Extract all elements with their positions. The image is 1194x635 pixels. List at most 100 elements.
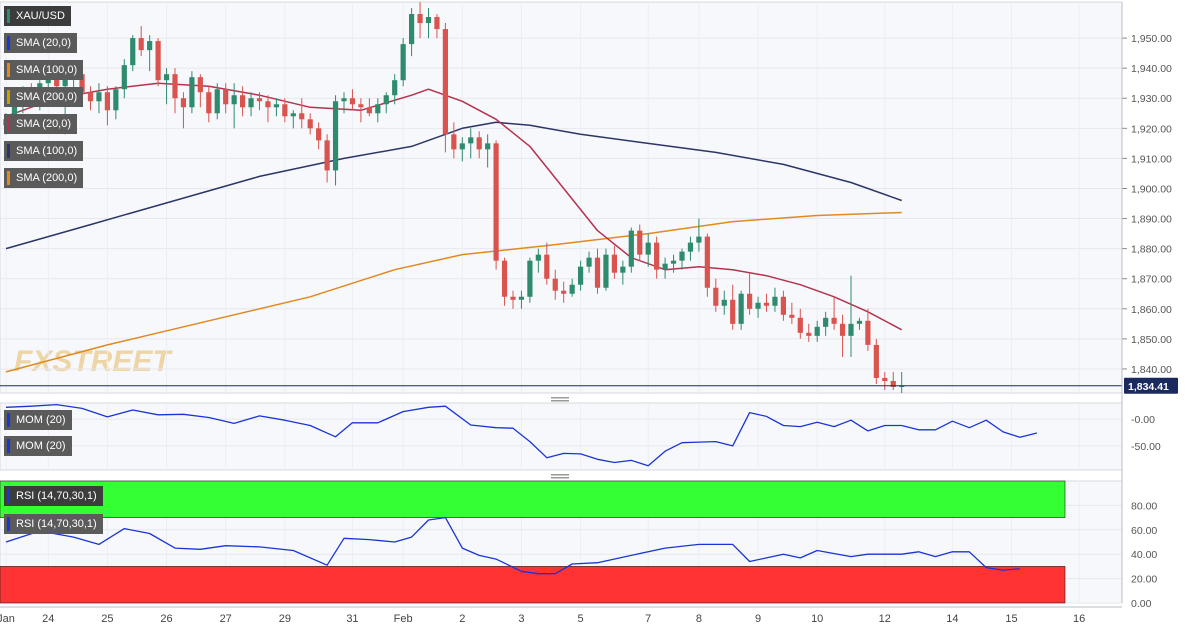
candle-body xyxy=(687,242,694,252)
candle-body xyxy=(265,101,271,108)
sma-100-line xyxy=(5,121,902,250)
candle-body xyxy=(780,296,786,315)
price-tick-label: 1,840.00 xyxy=(1131,364,1172,376)
x-tick-label: 27 xyxy=(220,613,232,625)
candle-body xyxy=(628,230,634,267)
candle-body xyxy=(586,257,592,267)
candle-body xyxy=(155,41,161,81)
candle-body xyxy=(670,260,677,264)
candle-body xyxy=(569,284,575,294)
rsi-tick-label: 80.00 xyxy=(1131,500,1157,512)
candle-body xyxy=(527,260,533,297)
sma-label-1: SMA (20,0) xyxy=(4,33,78,53)
sma-label-text: SMA (200,0) xyxy=(16,172,78,184)
candle-body xyxy=(721,299,727,306)
rsi-oversold-zone xyxy=(0,566,1066,604)
candle-body xyxy=(189,77,195,108)
candle-body xyxy=(332,101,339,171)
candle-body xyxy=(197,77,203,93)
candle-body xyxy=(392,80,398,96)
candle-body xyxy=(485,143,491,150)
mom-label-1: MOM (20) xyxy=(4,410,72,430)
candle-body xyxy=(459,143,465,150)
symbol-text: XAU/USD xyxy=(16,10,65,22)
x-tick-label: 26 xyxy=(160,613,172,625)
momentum-line xyxy=(5,403,1038,467)
candle-body xyxy=(738,293,744,324)
sma-label-text: SMA (20,0) xyxy=(16,118,72,130)
candle-body xyxy=(442,29,448,135)
x-tick-label: 25 xyxy=(101,613,113,625)
symbol-label: XAU/USD xyxy=(4,6,71,26)
candle-body xyxy=(349,98,356,105)
candle-body xyxy=(366,107,372,114)
x-tick-label: Jan xyxy=(0,613,15,625)
candle-body xyxy=(231,95,237,105)
candle-body xyxy=(544,254,550,279)
x-tick-label: 2 xyxy=(459,613,465,625)
rsi-tick-label: 0.00 xyxy=(1131,598,1152,610)
x-tick-label: 16 xyxy=(1073,613,1085,625)
x-tick-label: 24 xyxy=(42,613,54,625)
sma-label-text: SMA (20,0) xyxy=(16,37,72,49)
candle-body xyxy=(772,296,778,306)
x-tick-label: 8 xyxy=(696,613,702,625)
mom-tick-label: -0.00 xyxy=(1131,414,1155,426)
candle-body xyxy=(763,302,770,306)
sma-label-3: SMA (200,0) xyxy=(4,87,84,107)
candle-body xyxy=(409,14,415,45)
rsi-label-1: RSI (14,70,30,1) xyxy=(4,486,103,506)
candle-body xyxy=(518,296,525,300)
candle-body xyxy=(273,104,279,108)
rsi-overbought-zone xyxy=(0,480,1066,518)
splitter-handle xyxy=(551,400,569,402)
candle-body xyxy=(290,113,296,117)
price-tick-label: 1,900.00 xyxy=(1131,183,1172,195)
candle-body xyxy=(425,17,432,24)
rsi-label-text: RSI (14,70,30,1) xyxy=(16,518,97,530)
candle-body xyxy=(282,104,288,117)
mom-tick-label: -50.00 xyxy=(1131,441,1161,453)
price-tick-label: 1,880.00 xyxy=(1131,244,1172,256)
mom-label-text: MOM (20) xyxy=(16,414,66,426)
splitter-handle xyxy=(551,397,569,399)
candle-body xyxy=(501,260,508,297)
rsi-label-text: RSI (14,70,30,1) xyxy=(16,490,97,502)
sma-label-text: SMA (100,0) xyxy=(16,64,78,76)
candle-body xyxy=(839,323,846,336)
candle-body xyxy=(172,74,178,99)
price-tick-label: 1,850.00 xyxy=(1131,334,1172,346)
sma-label-6: SMA (200,0) xyxy=(4,168,84,188)
rsi-tick-label: 40.00 xyxy=(1131,549,1157,561)
candle-body xyxy=(299,113,305,120)
candle-body xyxy=(206,92,212,114)
candle-body xyxy=(865,320,871,345)
rsi-tick-label: 20.00 xyxy=(1131,574,1157,586)
candle-body xyxy=(248,98,254,108)
x-tick-label: Feb xyxy=(394,613,413,625)
candle-body xyxy=(789,314,795,318)
price-panel xyxy=(0,1,1123,394)
candle-body xyxy=(400,44,406,81)
sma-label-text: SMA (100,0) xyxy=(16,145,78,157)
candle-body xyxy=(341,98,347,102)
x-tick-label: 31 xyxy=(346,613,358,625)
x-tick-label: 5 xyxy=(578,613,584,625)
last-price-label: 1,834.41 xyxy=(1128,381,1169,393)
rsi-line xyxy=(5,516,1021,575)
sma-label-2: SMA (100,0) xyxy=(4,60,84,80)
candle-body xyxy=(814,326,820,336)
price-tick-label: 1,890.00 xyxy=(1131,214,1172,226)
candle-body xyxy=(113,89,119,111)
candle-body xyxy=(240,95,246,108)
candle-body xyxy=(163,74,170,81)
candle-body xyxy=(79,74,85,93)
splitter-handle xyxy=(551,474,569,476)
candle-body xyxy=(890,380,896,387)
sma-label-4: SMA (20,0) xyxy=(4,114,78,134)
mom-label-2: MOM (20) xyxy=(4,436,72,456)
candle-body xyxy=(611,254,617,273)
candle-body xyxy=(11,104,18,120)
